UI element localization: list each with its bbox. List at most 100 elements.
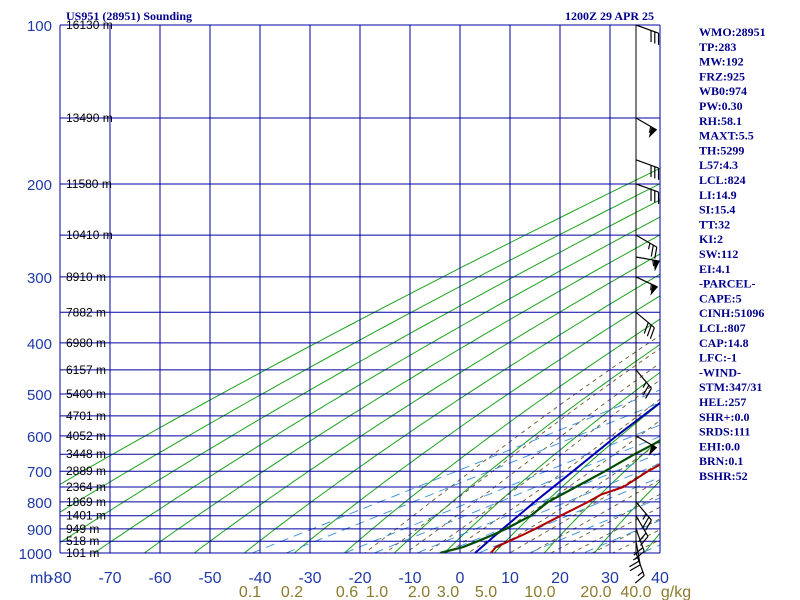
dry-adiabat-line bbox=[143, 234, 660, 553]
stat-line: LCL:824 bbox=[699, 173, 746, 187]
dry-adiabat-line bbox=[737, 25, 800, 564]
wind-barb bbox=[635, 369, 652, 399]
stat-line: EHI:0.0 bbox=[699, 439, 740, 453]
barb-full-feather bbox=[650, 244, 654, 257]
pressure-tick-label: 200 bbox=[27, 177, 52, 194]
height-tick-label: 949 m bbox=[66, 522, 99, 536]
barb-shaft bbox=[635, 552, 645, 576]
barb-shaft bbox=[635, 515, 649, 537]
height-tick-label: 11580 m bbox=[66, 177, 112, 191]
stat-line: TH:5299 bbox=[699, 143, 744, 157]
dry-adiabat-line bbox=[788, 25, 800, 564]
mixing-ratio-line bbox=[284, 402, 660, 553]
temperature-tick-label: -80 bbox=[48, 570, 71, 587]
dry-adiabat-line bbox=[60, 183, 660, 513]
barb-pennant bbox=[648, 127, 657, 139]
temperature-tick-label: -10 bbox=[398, 570, 421, 587]
temperature-profile-line bbox=[490, 463, 660, 553]
mixing-ratio-unit-label: g/kg bbox=[661, 584, 691, 600]
mixing-ratio-tick-label: 0.2 bbox=[281, 584, 303, 600]
pressure-tick-label: 100 bbox=[27, 18, 52, 35]
barb-full-feather bbox=[642, 516, 650, 528]
stat-line: LI:14.9 bbox=[699, 188, 737, 202]
pressure-tick-label: 1000 bbox=[19, 546, 52, 563]
mixing-ratio-line bbox=[582, 519, 660, 553]
barb-shaft bbox=[635, 117, 658, 131]
stat-line: CAPE:5 bbox=[699, 291, 742, 305]
stability-indices-panel: WMO:28951TP:283MW:192FRZ:925WB0:974PW:0.… bbox=[699, 25, 766, 483]
barb-full-feather bbox=[654, 190, 656, 203]
height-tick-label: 2889 m bbox=[66, 464, 106, 478]
barb-pennant bbox=[648, 444, 657, 456]
height-tick-label: 13490 m bbox=[66, 111, 113, 125]
height-tick-label: 518 m bbox=[66, 534, 99, 548]
barb-shaft bbox=[635, 276, 659, 288]
pressure-tick-label: 800 bbox=[27, 495, 52, 512]
mixing-ratio-line bbox=[373, 435, 660, 553]
stat-line: WMO:28951 bbox=[699, 25, 766, 39]
pressure-tick-label: 300 bbox=[27, 270, 52, 287]
height-tick-label: 4052 m bbox=[66, 429, 106, 443]
dry-adiabat-line bbox=[343, 318, 660, 553]
barb-full-feather bbox=[645, 387, 652, 399]
height-tick-label: 1401 m bbox=[66, 509, 106, 523]
sounding-profiles bbox=[439, 401, 660, 553]
dry-adiabat-line bbox=[543, 438, 660, 553]
moist-adiabat-line bbox=[467, 419, 660, 553]
barb-shaft bbox=[635, 256, 660, 262]
mixing-ratio-line bbox=[250, 389, 660, 553]
moist-adiabat-line bbox=[508, 461, 660, 553]
stat-line: MW:192 bbox=[699, 55, 744, 69]
stat-line: BRN:0.1 bbox=[699, 454, 743, 468]
dry-adiabat-line bbox=[493, 402, 660, 553]
moist-adiabat-line bbox=[611, 529, 660, 553]
barb-full-feather bbox=[646, 324, 652, 337]
height-tick-label: 3448 m bbox=[66, 447, 106, 461]
pressure-tick-label: 600 bbox=[27, 429, 52, 446]
temperature-tick-label: -50 bbox=[198, 570, 221, 587]
stat-line: LCL:807 bbox=[699, 321, 746, 335]
wind-barb-column bbox=[629, 24, 660, 584]
stat-line: LFC:-1 bbox=[699, 351, 737, 365]
station-title: US951 (28951) Sounding bbox=[66, 9, 192, 23]
dry-adiabat-line bbox=[293, 295, 660, 553]
height-tick-label: 1869 m bbox=[66, 495, 106, 509]
stat-line: TP:283 bbox=[699, 40, 736, 54]
barb-full-feather bbox=[654, 31, 656, 44]
barb-pennant bbox=[653, 260, 660, 272]
pressure-tick-label: 700 bbox=[27, 464, 52, 481]
barb-full-feather bbox=[650, 30, 652, 43]
mixing-ratio-tick-label: 2.0 bbox=[408, 584, 430, 600]
temperature-tick-label: 10 bbox=[501, 570, 519, 587]
plot-area bbox=[59, 24, 800, 564]
dry-adiabat-line bbox=[393, 343, 660, 553]
moist-adiabat-line bbox=[529, 479, 660, 553]
height-tick-label: 101 m bbox=[66, 546, 99, 560]
stat-line: SW:112 bbox=[699, 247, 738, 261]
barb-half-feather bbox=[642, 513, 647, 520]
dry-adiabat-line bbox=[443, 371, 660, 553]
stat-line: TT:32 bbox=[699, 217, 730, 231]
barb-full-feather bbox=[657, 33, 660, 45]
mixing-ratio-tick-label: 10.0 bbox=[524, 584, 555, 600]
barb-full-feather bbox=[629, 564, 641, 572]
mixing-ratio-tick-label: 5.0 bbox=[475, 584, 497, 600]
mixing-ratio-line bbox=[442, 462, 660, 553]
moist-adiabat-line bbox=[404, 362, 660, 553]
stat-line: -PARCEL- bbox=[699, 277, 755, 291]
barb-half-feather bbox=[652, 259, 655, 267]
height-tick-label: 6157 m bbox=[66, 363, 106, 377]
stat-line: SRDS:111 bbox=[699, 425, 750, 439]
mixing-ratio-tick-label: 0.1 bbox=[239, 584, 261, 600]
stat-line: -WIND- bbox=[699, 365, 741, 379]
dry-adiabat-line bbox=[593, 480, 660, 553]
barb-full-feather bbox=[650, 165, 652, 177]
wind-barb bbox=[635, 24, 660, 45]
wind-barb bbox=[634, 552, 645, 584]
barb-full-feather bbox=[657, 192, 660, 204]
height-tick-label: 16130 m bbox=[66, 18, 113, 32]
temperature-tick-label: -20 bbox=[348, 570, 371, 587]
wind-barb bbox=[635, 159, 660, 180]
